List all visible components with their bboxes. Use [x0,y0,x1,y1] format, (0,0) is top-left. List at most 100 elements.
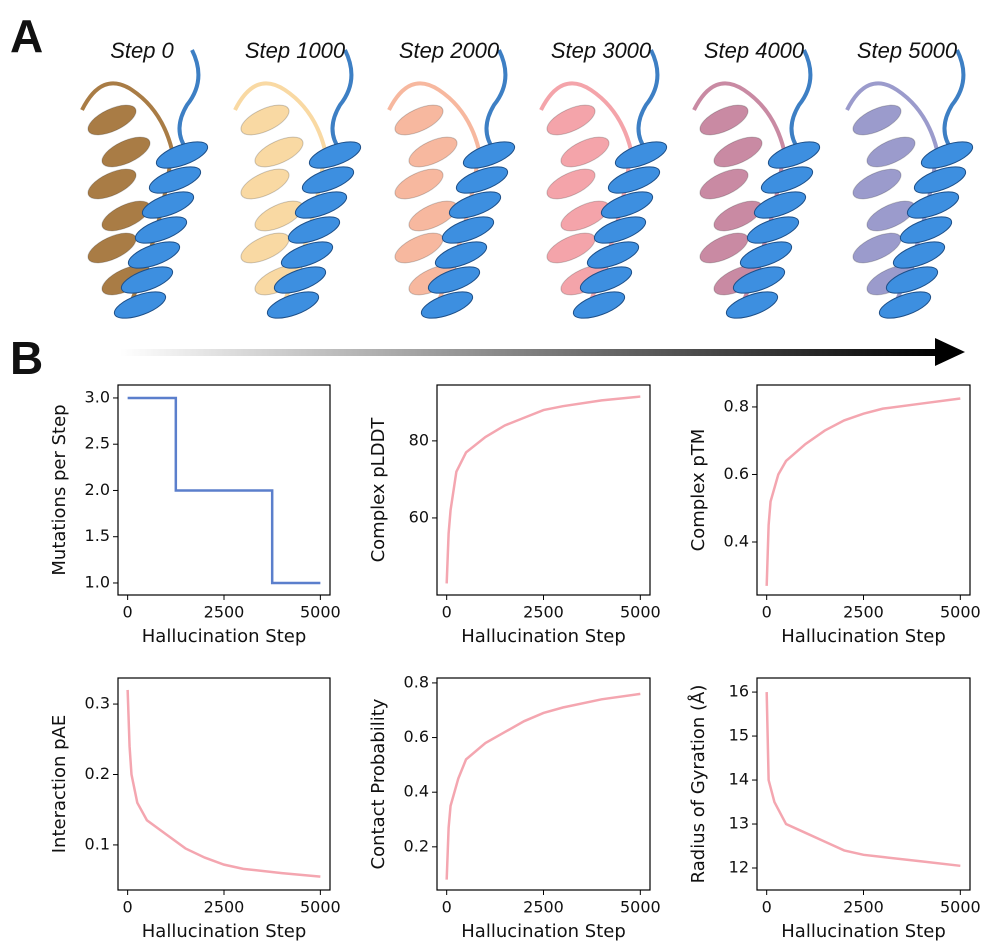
target-helix [420,291,474,319]
target-tail [636,49,660,152]
structure [233,49,362,319]
x-tick-label: 2500 [204,898,245,917]
x-tick-label: 0 [442,603,452,622]
x-tick-label: 5000 [300,603,341,622]
x-tick-label: 0 [762,898,772,917]
structure-label: Step 1000 [245,38,346,63]
partner-helix [240,168,290,200]
partner-helix [394,168,444,200]
structure-label: Step 2000 [399,38,500,63]
structure [80,49,209,319]
target-helix [913,166,967,194]
x-tick-label: 5000 [940,603,981,622]
arrow-head [935,338,965,366]
target-helix [892,241,946,269]
structure [387,49,516,319]
y-tick-label: 0.8 [724,396,749,415]
partner-helix [852,168,902,200]
x-tick-label: 0 [123,898,133,917]
target-helix [899,216,953,244]
y-tick-label: 14 [729,770,749,789]
target-helix [148,166,202,194]
y-axis-label: Radius of Gyration (Å) [687,685,709,884]
x-tick-label: 2500 [523,898,564,917]
structures [80,49,974,319]
target-helix [732,266,786,294]
target-helix [593,216,647,244]
target-helix [441,216,495,244]
y-tick-label: 0.2 [404,836,429,855]
x-tick-label: 5000 [620,603,661,622]
target-tail [789,49,813,152]
axes-frame [756,677,971,891]
target-helix [920,141,974,169]
y-tick-label: 3.0 [85,387,110,406]
axes-frame [436,384,651,596]
y-tick-label: 0.1 [85,834,110,853]
target-helix [767,141,821,169]
target-helix [760,166,814,194]
y-tick-label: 12 [729,858,749,877]
x-axis-label: Hallucination Step [142,626,307,647]
y-tick-label: 15 [729,726,749,745]
x-tick-label: 2500 [523,603,564,622]
target-helix [455,166,509,194]
x-tick-label: 5000 [620,898,661,917]
structure-label: Step 3000 [551,38,652,63]
x-tick-label: 0 [442,898,452,917]
y-tick-label: 0.6 [724,464,749,483]
progress-arrow [120,349,940,356]
x-axis-label: Hallucination Step [781,921,946,941]
structure [539,49,668,319]
y-tick-label: 0.3 [85,694,110,713]
target-helix [308,141,362,169]
target-helix [434,241,488,269]
target-helix [725,291,779,319]
y-axis-label: Interaction pAE [49,715,70,854]
y-tick-label: 2.5 [85,434,110,453]
target-helix [141,191,195,219]
x-tick-label: 2500 [204,603,245,622]
axes-frame [756,384,971,596]
y-tick-label: 13 [729,814,749,833]
x-axis-label: Hallucination Step [461,626,626,647]
y-tick-label: 0.4 [724,531,749,550]
partner-helix [254,136,304,168]
target-helix [586,241,640,269]
target-helix [134,216,188,244]
target-helix [266,291,320,319]
x-axis-label: Hallucination Step [461,921,626,941]
partner-helix [560,136,610,168]
partner-helix [101,136,151,168]
x-axis-label: Hallucination Step [781,626,946,647]
target-tail [330,49,354,152]
y-axis-label: Complex pTM [688,429,709,552]
target-tail [177,49,201,152]
axes-frame [436,677,651,891]
y-tick-label: 0.2 [85,764,110,783]
target-helix [579,266,633,294]
y-tick-label: 1.0 [85,572,110,591]
x-tick-label: 0 [123,603,133,622]
target-helix [885,266,939,294]
panel-label: A [10,10,43,62]
target-helix [739,241,793,269]
data-line [127,396,321,585]
partner-helix [240,104,290,136]
target-helix [572,291,626,319]
y-tick-label: 0.8 [404,672,429,691]
target-tail [484,49,508,152]
x-tick-label: 5000 [940,898,981,917]
y-axis-label: Contact Probability [368,698,389,869]
target-helix [462,141,516,169]
target-helix [600,191,654,219]
structure [845,49,974,319]
target-helix [287,216,341,244]
target-helix [273,266,327,294]
target-helix [607,166,661,194]
y-tick-label: 1.5 [85,526,110,545]
y-axis-label: Complex pLDDT [368,417,389,563]
target-helix [155,141,209,169]
target-helix [294,191,348,219]
target-helix [746,216,800,244]
